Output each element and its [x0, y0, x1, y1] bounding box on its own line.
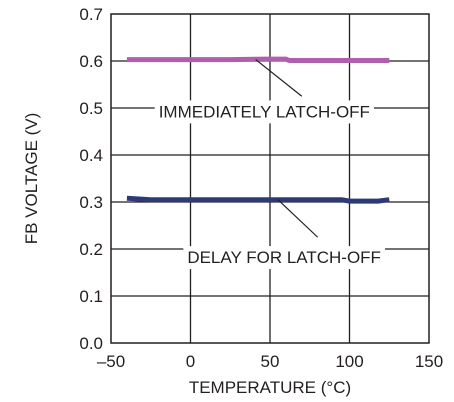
y-axis-label: FB VOLTAGE (V)	[22, 113, 41, 245]
tick-layer: 0.0 0.1 0.2 0.3 0.4 0.5 0.6 0.7 –50 0 50 100 150	[79, 5, 443, 371]
y-tick-label: 0.6	[79, 52, 103, 71]
series-line-1	[126, 56, 390, 63]
y-tick-label: 0.1	[79, 287, 103, 306]
x-tick-label: 100	[335, 352, 363, 371]
x-tick-label: –50	[97, 352, 125, 371]
y-tick-label: 0.3	[79, 193, 103, 212]
x-tick-label: 150	[415, 352, 443, 371]
y-tick-label: 0.2	[79, 240, 103, 259]
x-tick-label: 50	[261, 352, 280, 371]
annotation-leader-2	[277, 199, 319, 238]
annotation-leader-1	[255, 59, 303, 97]
annotation-label-1: IMMEDIATELY LATCH-OFF	[159, 102, 370, 121]
y-tick-label: 0.0	[79, 334, 103, 353]
series-layer	[126, 56, 390, 204]
y-tick-label: 0.7	[79, 5, 103, 24]
annotation-label-2: DELAY FOR LATCH-OFF	[187, 248, 381, 267]
x-tick-label: 0	[186, 352, 195, 371]
y-tick-label: 0.4	[79, 146, 103, 165]
annotation-layer: IMMEDIATELY LATCH-OFF DELAY FOR LATCH-OFF	[154, 59, 385, 270]
grid-layer	[111, 14, 429, 343]
plot-frame	[110, 13, 430, 344]
annotation-label-bg-1	[154, 100, 374, 124]
y-tick-label: 0.5	[79, 99, 103, 118]
x-axis-label: TEMPERATURE (°C)	[189, 378, 351, 397]
series-line-2	[126, 195, 390, 204]
annotation-label-bg-2	[183, 246, 385, 270]
